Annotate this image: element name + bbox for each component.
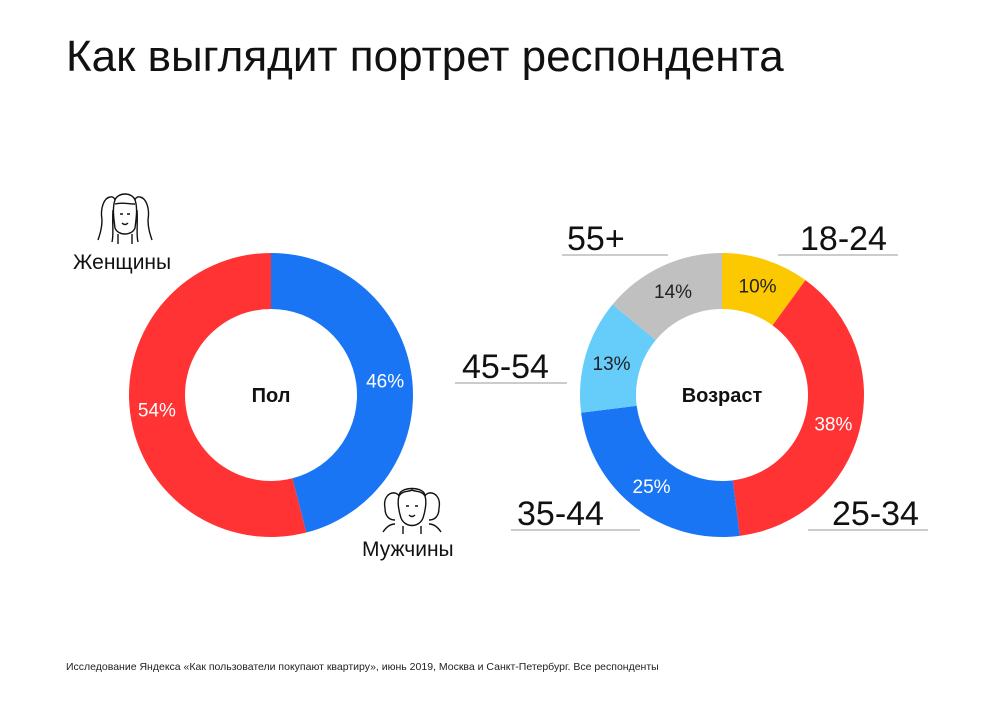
slice-25-34: [732, 280, 864, 536]
slice-мужчины: [271, 253, 413, 533]
footnote: Исследование Яндекса «Как пользователи п…: [66, 661, 659, 673]
page-title: Как выглядит портрет респондента: [66, 32, 784, 81]
age-label-25-34: 25-34: [832, 495, 919, 533]
men-label: Мужчины: [362, 538, 454, 561]
slice-value-label: 10%: [739, 277, 777, 298]
age-donut-chart: 10% 38% 25% 13% 14% Возраст: [580, 253, 864, 537]
women-label: Женщины: [73, 251, 171, 274]
slice-value-label: 25%: [633, 477, 671, 498]
slice-value-label: 54%: [138, 400, 176, 421]
slice-value-label: 14%: [654, 282, 692, 303]
donut-center-title: Возраст: [682, 385, 763, 407]
slice-55-: [612, 253, 722, 341]
slice-value-label: 46%: [366, 372, 404, 393]
slice-value-label: 38%: [814, 415, 852, 436]
slice-45-54: [580, 304, 656, 413]
slice-35-44: [581, 405, 740, 537]
gender-donut-chart: 46% 54% Пол: [128, 253, 413, 537]
slice-18-24: [722, 253, 806, 326]
age-label-55plus: 55+: [567, 220, 625, 258]
women-group-icon: [97, 193, 153, 244]
age-label-45-54: 45-54: [462, 348, 549, 386]
age-label-18-24: 18-24: [800, 220, 887, 258]
slice-женщины: [128, 253, 307, 537]
donut-center-title: Пол: [252, 385, 291, 407]
age-label-35-44: 35-44: [517, 495, 604, 533]
slice-value-label: 13%: [593, 354, 631, 375]
men-group-icon: [382, 487, 442, 534]
